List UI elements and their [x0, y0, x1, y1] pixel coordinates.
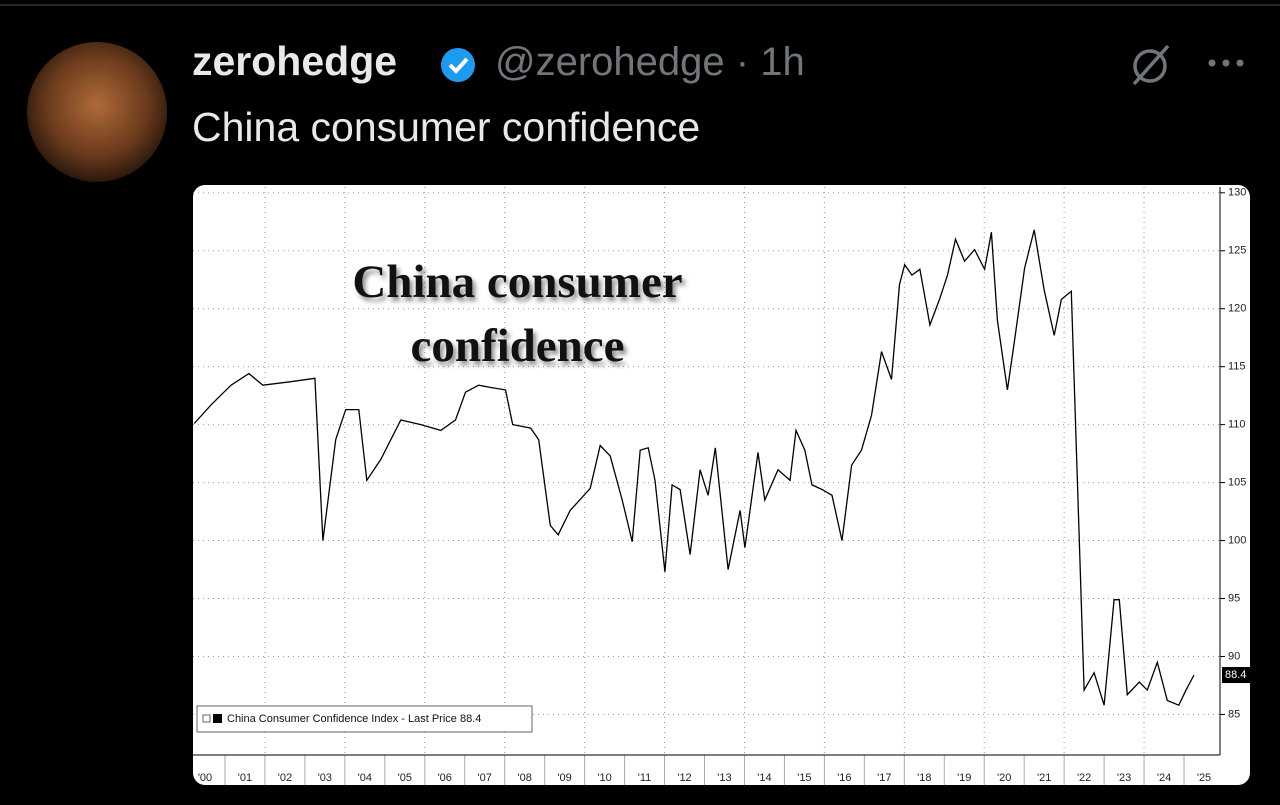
- x-tick-label: '02: [278, 772, 292, 784]
- y-tick-label: 130: [1228, 187, 1246, 199]
- x-tick-label: '12: [677, 772, 691, 784]
- x-label-group: '07: [478, 772, 492, 784]
- x-label-group: '02: [278, 772, 292, 784]
- author-handle[interactable]: @zerohedge · 1h: [495, 40, 805, 84]
- y-tick-label: 100: [1228, 534, 1246, 546]
- plot-area: [193, 187, 1220, 755]
- x-tick-label: '22: [1077, 772, 1091, 784]
- x-tick-label: '19: [957, 772, 971, 784]
- x-label-group: '22: [1077, 772, 1091, 784]
- legend-toggle: [202, 714, 211, 723]
- chart-image[interactable]: [193, 185, 1250, 785]
- y-tick-label: 90: [1228, 650, 1240, 662]
- x-label-group: '12: [677, 772, 691, 784]
- x-label-group: '06: [438, 772, 452, 784]
- chart-title: China consumer confidence: [352, 256, 683, 372]
- x-label-group: '11: [638, 772, 652, 784]
- y-tick-label: 115: [1228, 361, 1246, 373]
- x-label-group: '00: [198, 772, 212, 784]
- x-tick-label: '03: [318, 772, 332, 784]
- y-tick-label: 95: [1228, 592, 1240, 604]
- x-tick-label: '20: [997, 772, 1011, 784]
- x-tick-label: '18: [917, 772, 931, 784]
- x-label-group: '19: [957, 772, 971, 784]
- x-tick-label: '13: [717, 772, 731, 784]
- more-menu[interactable]: [1208, 59, 1244, 67]
- x-tick-label: '07: [478, 772, 492, 784]
- y-tick-label: 105: [1228, 476, 1246, 488]
- author-name[interactable]: zerohedge: [192, 38, 398, 84]
- tweet-text: China consumer confidence: [192, 104, 701, 150]
- x-tick-label: '00: [198, 772, 212, 784]
- x-tick-label: '06: [438, 772, 452, 784]
- x-label-group: '25: [1197, 772, 1211, 784]
- x-label-group: '24: [1157, 772, 1171, 784]
- legend-box: [196, 705, 533, 733]
- x-label-group: '21: [1037, 772, 1051, 784]
- x-label-group: '01: [238, 772, 252, 784]
- y-tick-label: 110: [1228, 419, 1246, 431]
- verified-badge: [441, 48, 475, 82]
- x-label-group: '13: [717, 772, 731, 784]
- x-tick-label: '25: [1197, 772, 1211, 784]
- x-label-group: '03: [318, 772, 332, 784]
- x-label-group: '15: [797, 772, 811, 784]
- last-price-box: [1222, 667, 1252, 684]
- x-tick-label: '09: [557, 772, 571, 784]
- x-tick-label: '05: [398, 772, 412, 784]
- y-tick-label: 120: [1228, 303, 1246, 315]
- x-tick-label: '11: [638, 772, 652, 784]
- y-tick-label: 85: [1228, 708, 1240, 720]
- data-line: [193, 229, 1195, 707]
- x-label-group: '04: [358, 772, 372, 784]
- x-tick-label: '08: [518, 772, 532, 784]
- x-label-group: '14: [757, 772, 771, 784]
- x-tick-label: '16: [837, 772, 851, 784]
- last-price-label: 88.4: [1225, 669, 1246, 681]
- x-tick-label: '04: [358, 772, 372, 784]
- x-label-group: '09: [557, 772, 571, 784]
- handle[interactable]: @zerohedge: [495, 40, 725, 84]
- x-tick-label: '23: [1117, 772, 1131, 784]
- time: 1h: [760, 40, 805, 84]
- x-label-group: '18: [917, 772, 931, 784]
- x-tick-label: '21: [1037, 772, 1051, 784]
- x-label-group: '20: [997, 772, 1011, 784]
- legend-label: China Consumer Confidence Index - Last P…: [227, 713, 481, 725]
- grok-icon[interactable]: [1132, 44, 1170, 86]
- x-label-group: '10: [597, 772, 611, 784]
- x-tick-label: '24: [1157, 772, 1171, 784]
- x-tick-label: '17: [877, 772, 891, 784]
- x-label-group: '16: [837, 772, 851, 784]
- x-tick-label: '15: [797, 772, 811, 784]
- legend-swatch: [213, 714, 222, 723]
- x-label-group: '05: [398, 772, 412, 784]
- x-label-group: '23: [1117, 772, 1131, 784]
- x-tick-label: '14: [757, 772, 771, 784]
- x-label-group: '08: [518, 772, 532, 784]
- x-tick-label: '01: [238, 772, 252, 784]
- x-label-group: '17: [877, 772, 891, 784]
- avatar[interactable]: [27, 42, 167, 182]
- x-tick-label: '10: [597, 772, 611, 784]
- y-tick-label: 125: [1228, 245, 1246, 257]
